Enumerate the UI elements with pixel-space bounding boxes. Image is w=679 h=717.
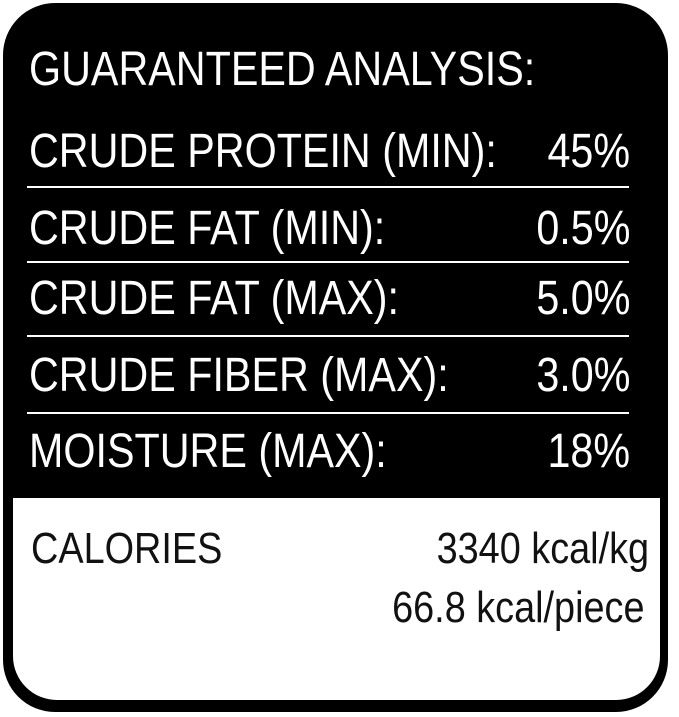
- row-divider: [27, 186, 629, 188]
- guaranteed-analysis-panel: [3, 3, 668, 712]
- row-value-fiber: 3.0%: [535, 349, 630, 402]
- row-divider: [27, 335, 629, 337]
- row-divider: [27, 261, 629, 263]
- row-label-fat-max: CRUDE FAT (MAX):: [29, 272, 400, 325]
- calories-section: [13, 498, 660, 700]
- panel-title: GUARANTEED ANALYSIS:: [29, 43, 536, 96]
- row-label-fiber: CRUDE FIBER (MAX):: [29, 349, 449, 402]
- calories-per-piece: 66.8 kcal/piece: [392, 583, 645, 632]
- row-label-protein: CRUDE PROTEIN (MIN):: [29, 125, 497, 178]
- row-value-fat-max: 5.0%: [535, 272, 630, 325]
- row-label-fat-min: CRUDE FAT (MIN):: [29, 202, 386, 255]
- row-label-moisture: MOISTURE (MAX):: [29, 425, 387, 478]
- calories-label: CALORIES: [31, 524, 223, 573]
- row-value-moisture: 18%: [547, 425, 630, 478]
- row-value-protein: 45%: [547, 125, 630, 178]
- calories-per-kg: 3340 kcal/kg: [436, 524, 649, 573]
- row-value-fat-min: 0.5%: [535, 202, 630, 255]
- row-divider: [27, 412, 629, 414]
